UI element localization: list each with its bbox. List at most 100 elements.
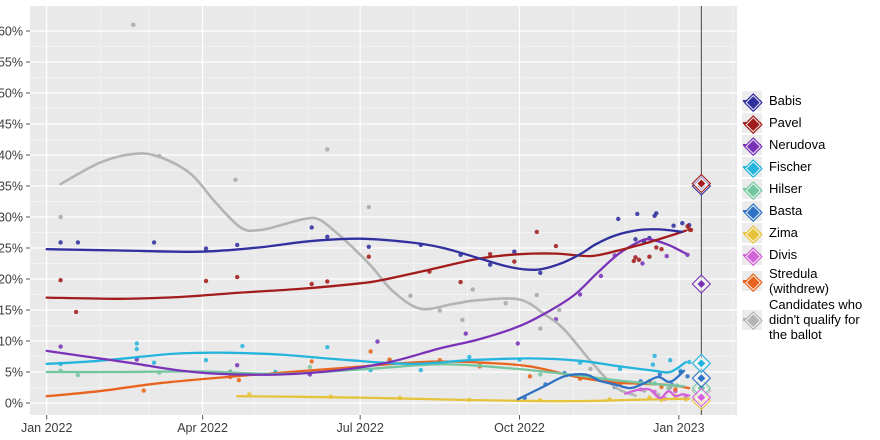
poll-dot-pavel (366, 254, 371, 259)
legend-label: Stredula (withdrew) (769, 266, 829, 297)
poll-dot-babis (487, 262, 493, 267)
diamond-icon (745, 204, 761, 220)
poll-dot-fischer (240, 343, 245, 349)
legend-item-zima: Zima (742, 222, 878, 244)
legend-item-babis: Babis (742, 90, 878, 112)
poll-dot-hilser (538, 372, 543, 377)
poll-dot-hilser (75, 372, 81, 378)
poll-dot-babis (151, 240, 157, 245)
result-marker-inner (696, 358, 707, 369)
poll-dot-others (366, 204, 371, 210)
y-tick-label: 60% (0, 24, 23, 38)
result-marker-fischer (691, 353, 712, 374)
legend-key-pavel (742, 113, 762, 133)
result-marker-inner (696, 372, 707, 384)
poll-dot-babis (616, 216, 621, 222)
poll-dot-babis (635, 211, 640, 217)
gridlines (30, 6, 737, 415)
legend-label-line: the ballot (769, 327, 822, 343)
trend-line-zima (236, 395, 691, 403)
poll-dot-stredula (673, 387, 678, 392)
legend-key-others (742, 309, 762, 330)
legend-label: Hilser (769, 181, 803, 197)
poll-dot-babis (680, 221, 685, 226)
poll-dot-babis (633, 237, 638, 242)
poll-dot-nerudova (664, 253, 669, 259)
chart-legend: Babis Pavel Nerudova Fischer Hilser Basta Zima… (742, 90, 878, 343)
y-tick-label: 50% (0, 86, 23, 100)
legend-label: Pavel (769, 115, 802, 131)
poll-dot-stredula (368, 349, 373, 354)
poll-dot-others (131, 22, 136, 27)
poll-dot-nerudova (515, 341, 520, 346)
legend-item-others: Candidates who didn't qualify for the ball… (742, 297, 878, 343)
poll-dot-pavel (58, 278, 63, 283)
trend-lines (45, 152, 691, 403)
poll-dot-nerudova (375, 339, 380, 344)
poll-dot-babis (538, 270, 543, 275)
poll-dot-nerudova (577, 292, 583, 297)
poll-dot-babis (75, 240, 81, 245)
x-tick-label: Oct 2022 (494, 421, 545, 435)
poll-dot-pavel (458, 279, 463, 285)
poll-dot-fischer (687, 359, 692, 365)
poll-dot-pavel (553, 243, 559, 249)
poll-dot-basta (685, 374, 690, 379)
poll-dot-nerudova (235, 363, 240, 368)
result-marker-inner (696, 278, 707, 290)
poll-dot-pavel (309, 281, 314, 287)
poll-dot-others (557, 307, 562, 313)
trend-line-babis (45, 228, 684, 271)
poll-dot-others (58, 214, 63, 220)
legend-key-divis (742, 245, 762, 265)
poll-dot-others (325, 147, 330, 152)
axes: 0% 5% 10% 15% 20% 25% 30% 35% 40% 45% 50% 55% 60% Jan… (0, 24, 705, 435)
poll-dot-pavel (631, 258, 636, 264)
result-marker-nerudova (691, 274, 712, 294)
legend-label: Zima (769, 225, 798, 241)
poll-dot-pavel (203, 278, 209, 284)
poll-dot-fischer (325, 345, 330, 350)
poll-dot-others (534, 292, 539, 298)
diamond-icon (745, 182, 761, 198)
poll-dot-pavel (633, 255, 638, 260)
result-marker-pavel (691, 173, 712, 194)
poll-dot-stredula (236, 377, 242, 383)
poll-dot-hilser (307, 364, 313, 370)
poll-dot-pavel (688, 227, 694, 233)
result-marker-inner (696, 392, 707, 403)
poll-dot-pavel (512, 259, 517, 264)
y-tick-label: 15% (0, 303, 23, 317)
y-tick-label: 10% (0, 334, 23, 348)
legend-key-zima (742, 223, 762, 243)
poll-dot-fischer (203, 358, 209, 363)
poll-dot-pavel (659, 247, 664, 252)
y-tick-label: 20% (0, 272, 23, 286)
legend-key-nerudova (742, 135, 762, 155)
trend-line-fischer (45, 351, 687, 374)
legend-label-line: didn't qualify for (769, 311, 860, 327)
dots-fischer (58, 341, 692, 375)
legend-label: Basta (769, 203, 803, 219)
trend-line-pavel (45, 229, 687, 300)
poll-dot-babis (512, 249, 517, 254)
trend-line-nerudova (45, 237, 687, 376)
legend-item-stredula: Stredula (withdrew) (742, 266, 878, 297)
poll-dot-fischer (134, 346, 139, 352)
poll-dot-nerudova (134, 357, 139, 362)
legend-label: Fischer (769, 159, 812, 175)
poll-dot-others (503, 301, 508, 306)
legend-label: Babis (769, 93, 802, 109)
poll-dot-stredula (141, 388, 146, 393)
poll-dot-babis (654, 211, 659, 216)
y-tick-label: 45% (0, 117, 23, 131)
diamond-icon (745, 274, 761, 290)
poll-dot-babis (325, 234, 330, 239)
trend-line-divis (624, 387, 691, 400)
poll-dot-babis (309, 225, 314, 230)
diamond-icon (745, 160, 761, 176)
poll-dot-others (460, 317, 465, 323)
poll-dot-fischer (650, 362, 656, 367)
